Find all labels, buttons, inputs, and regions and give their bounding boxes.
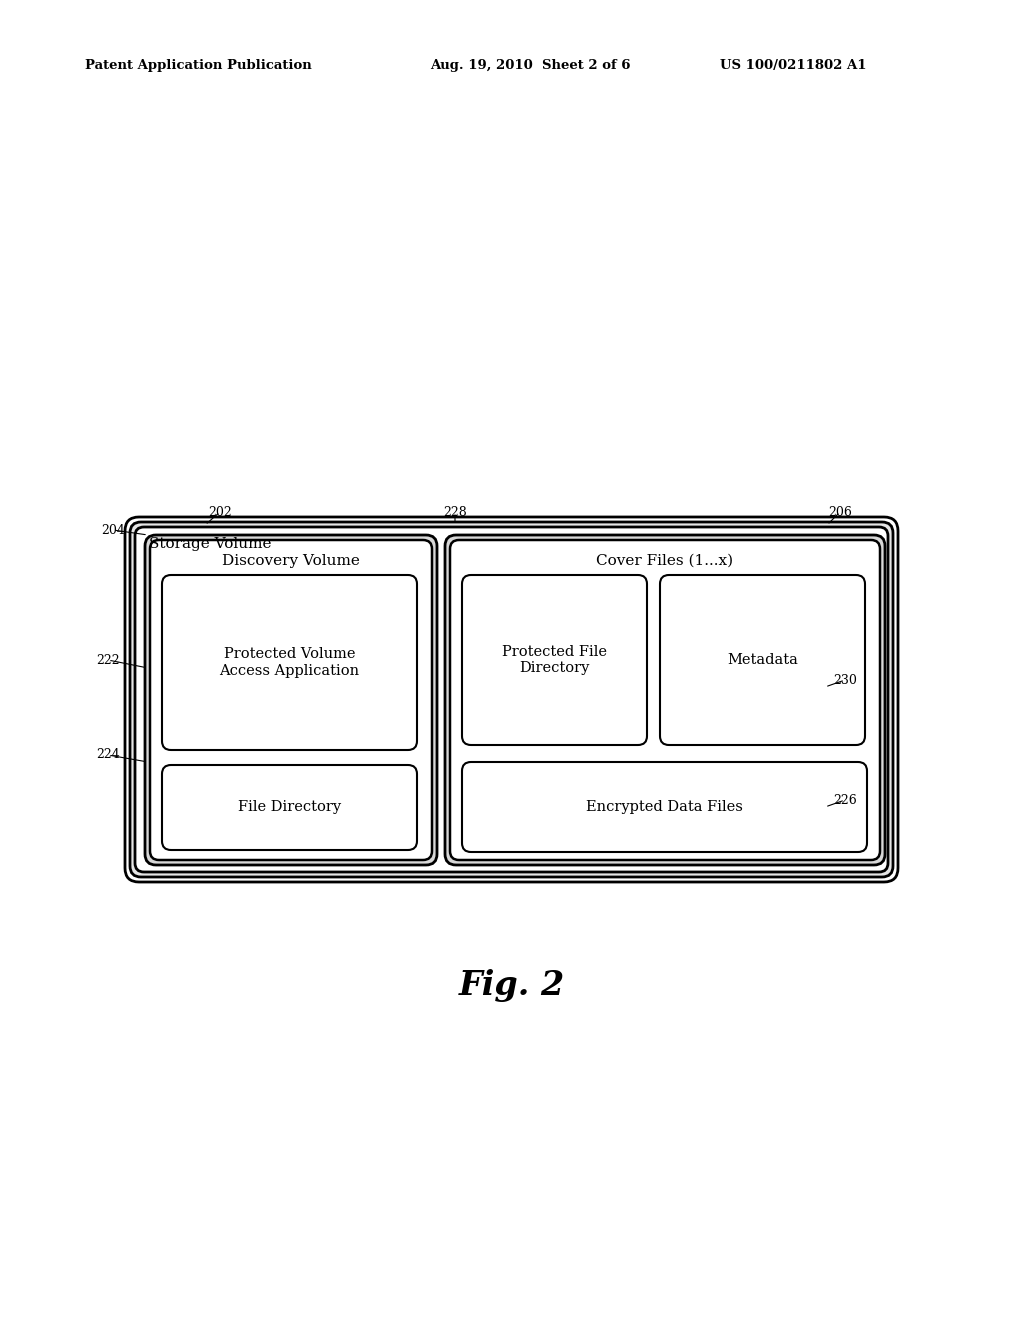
Text: US 100/0211802 A1: US 100/0211802 A1 bbox=[720, 58, 866, 71]
FancyBboxPatch shape bbox=[130, 521, 893, 876]
Text: Discovery Volume: Discovery Volume bbox=[222, 554, 360, 568]
Text: 230: 230 bbox=[834, 673, 857, 686]
FancyBboxPatch shape bbox=[450, 540, 880, 861]
FancyBboxPatch shape bbox=[462, 762, 867, 851]
Text: Patent Application Publication: Patent Application Publication bbox=[85, 58, 311, 71]
FancyBboxPatch shape bbox=[445, 535, 885, 865]
Text: 206: 206 bbox=[828, 506, 852, 519]
Text: Storage Volume: Storage Volume bbox=[150, 537, 271, 550]
Text: 202: 202 bbox=[208, 506, 231, 519]
FancyBboxPatch shape bbox=[162, 576, 417, 750]
FancyBboxPatch shape bbox=[150, 540, 432, 861]
Text: 224: 224 bbox=[96, 748, 120, 762]
Text: Protected Volume
Access Application: Protected Volume Access Application bbox=[219, 647, 359, 677]
Text: Aug. 19, 2010  Sheet 2 of 6: Aug. 19, 2010 Sheet 2 of 6 bbox=[430, 58, 631, 71]
FancyBboxPatch shape bbox=[125, 517, 898, 882]
FancyBboxPatch shape bbox=[162, 766, 417, 850]
FancyBboxPatch shape bbox=[462, 576, 647, 744]
Text: 228: 228 bbox=[443, 506, 467, 519]
Text: 222: 222 bbox=[96, 653, 120, 667]
Text: Fig. 2: Fig. 2 bbox=[459, 969, 565, 1002]
Text: Protected File
Directory: Protected File Directory bbox=[502, 645, 607, 675]
FancyBboxPatch shape bbox=[145, 535, 437, 865]
Text: 204: 204 bbox=[101, 524, 125, 536]
Text: Metadata: Metadata bbox=[727, 653, 798, 667]
FancyBboxPatch shape bbox=[135, 527, 888, 873]
Text: File Directory: File Directory bbox=[238, 800, 341, 814]
Text: 226: 226 bbox=[834, 793, 857, 807]
Text: Encrypted Data Files: Encrypted Data Files bbox=[586, 800, 743, 814]
Text: Cover Files (1...x): Cover Files (1...x) bbox=[596, 554, 733, 568]
FancyBboxPatch shape bbox=[660, 576, 865, 744]
